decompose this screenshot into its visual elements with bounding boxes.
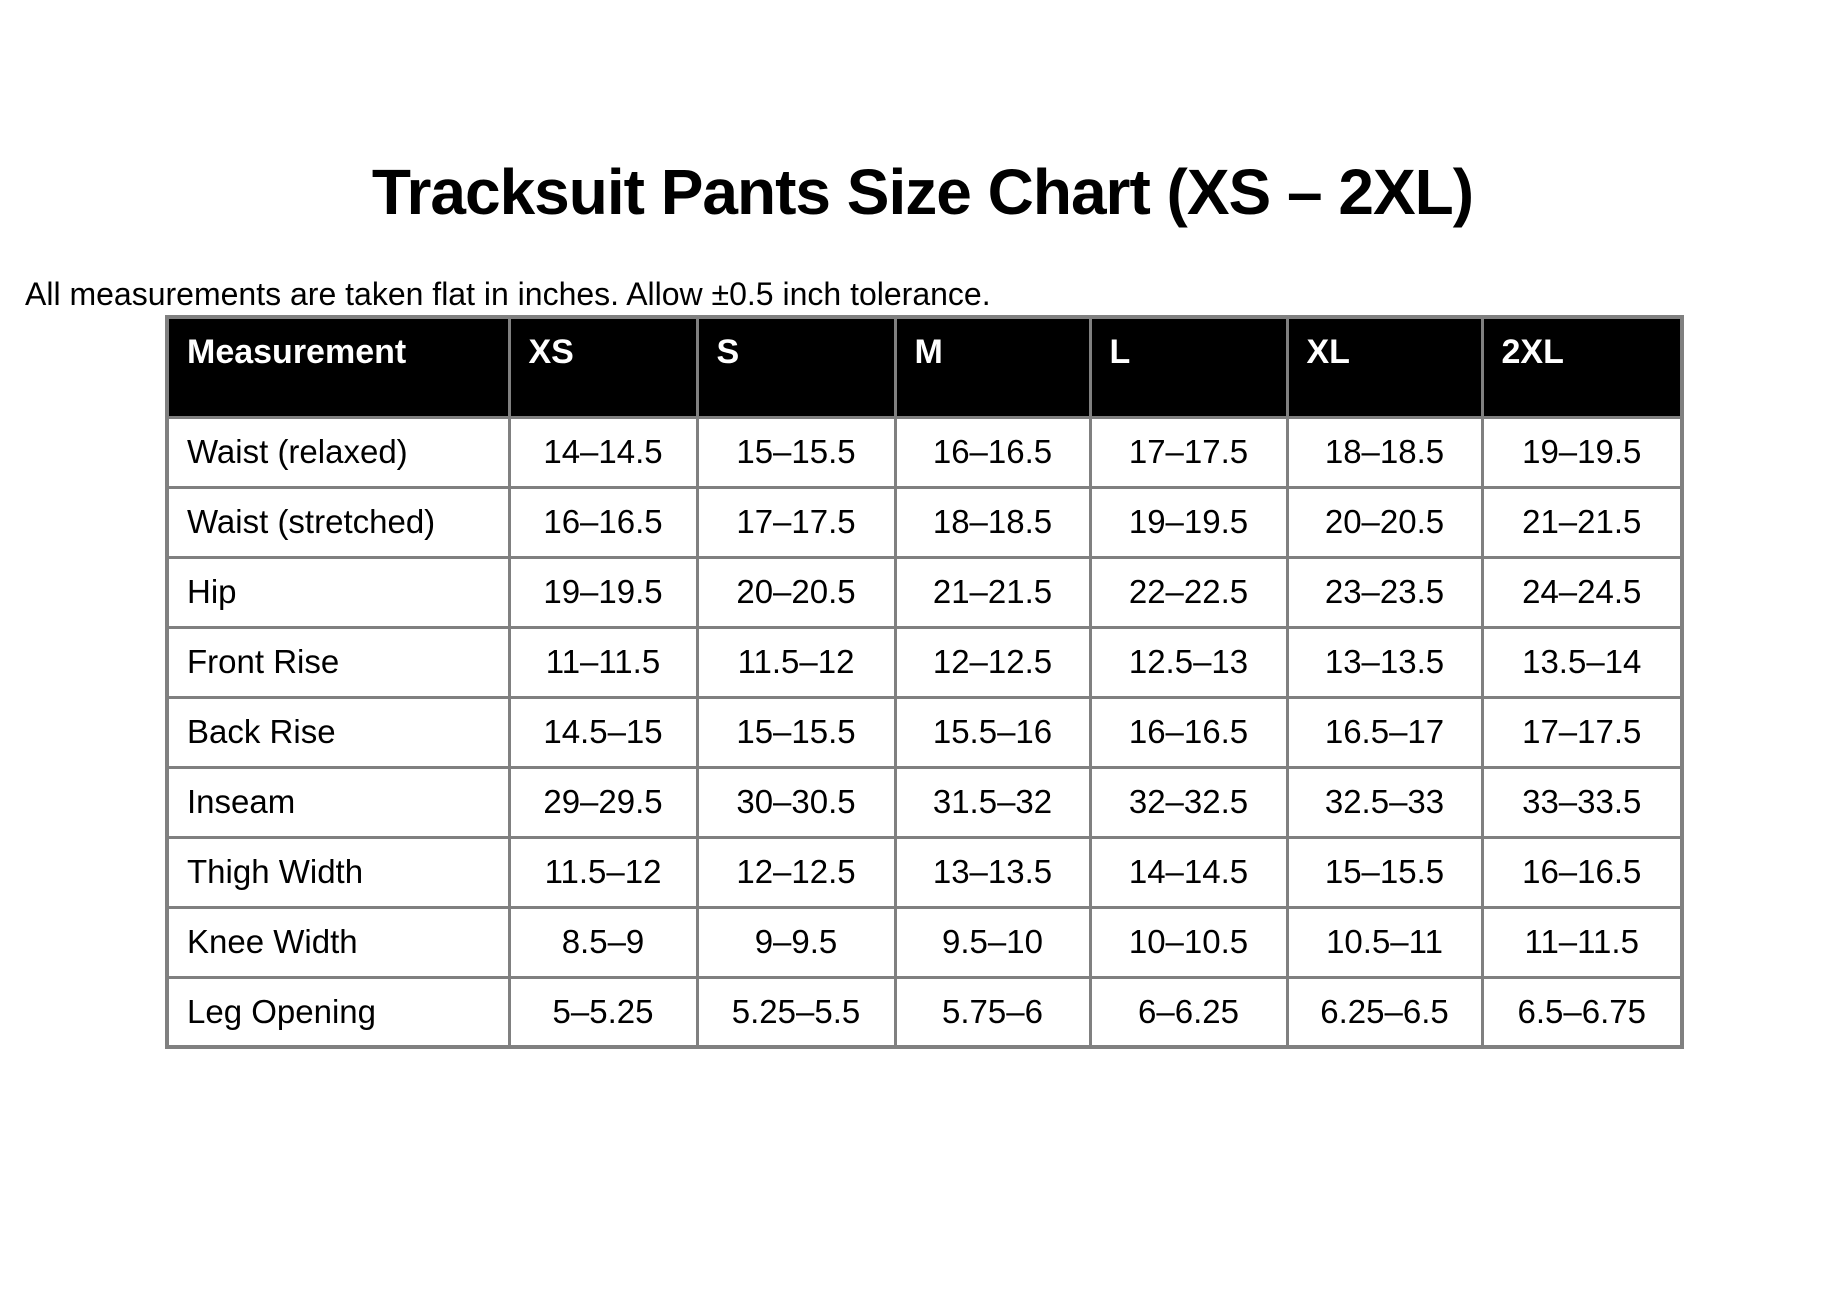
measurement-cell: 5.75–6: [893, 975, 1092, 1049]
measurement-cell: 14–14.5: [1088, 835, 1289, 909]
measurement-cell: 16–16.5: [507, 485, 699, 559]
measurement-cell: 30–30.5: [695, 765, 897, 839]
row-label: Front Rise: [165, 625, 511, 699]
row-label: Leg Opening: [165, 975, 511, 1049]
measurement-cell: 18–18.5: [893, 485, 1092, 559]
table-row: Inseam 29–29.5 30–30.5 31.5–32 32–32.5 32.5–3…: [165, 765, 1684, 839]
measurement-cell: 15.5–16: [893, 695, 1092, 769]
row-label: Inseam: [165, 765, 511, 839]
table-header: Measurement XS S M L XL 2XL: [165, 315, 1684, 419]
row-label: Hip: [165, 555, 511, 629]
measurement-cell: 10–10.5: [1088, 905, 1289, 979]
measurement-cell: 16–16.5: [893, 415, 1092, 489]
measurement-cell: 18–18.5: [1285, 415, 1484, 489]
measurement-cell: 10.5–11: [1285, 905, 1484, 979]
row-label: Thigh Width: [165, 835, 511, 909]
measurement-cell: 9.5–10: [893, 905, 1092, 979]
measurement-cell: 21–21.5: [1480, 485, 1684, 559]
table-row: Thigh Width 11.5–12 12–12.5 13–13.5 14–14.5 1…: [165, 835, 1684, 909]
measurement-cell: 15–15.5: [695, 415, 897, 489]
table-row: Hip 19–19.5 20–20.5 21–21.5 22–22.5 23–23.5 24…: [165, 555, 1684, 629]
table-row: Front Rise 11–11.5 11.5–12 12–12.5 12.5–13 13…: [165, 625, 1684, 699]
measurement-cell: 23–23.5: [1285, 555, 1484, 629]
column-header-size-xs: XS: [507, 315, 699, 419]
measurement-cell: 12–12.5: [893, 625, 1092, 699]
measurement-cell: 19–19.5: [1480, 415, 1684, 489]
row-label: Waist (stretched): [165, 485, 511, 559]
column-header-size-xl: XL: [1285, 315, 1484, 419]
measurement-cell: 14.5–15: [507, 695, 699, 769]
measurement-cell: 33–33.5: [1480, 765, 1684, 839]
table-row: Waist (stretched) 16–16.5 17–17.5 18–18.5 19…: [165, 485, 1684, 559]
measurement-cell: 14–14.5: [507, 415, 699, 489]
measurement-cell: 24–24.5: [1480, 555, 1684, 629]
measurement-cell: 31.5–32: [893, 765, 1092, 839]
measurement-cell: 11.5–12: [507, 835, 699, 909]
row-label: Back Rise: [165, 695, 511, 769]
measurement-cell: 19–19.5: [507, 555, 699, 629]
table-row: Knee Width 8.5–9 9–9.5 9.5–10 10–10.5 10.5–11…: [165, 905, 1684, 979]
column-header-size-s: S: [695, 315, 897, 419]
measurement-cell: 11–11.5: [1480, 905, 1684, 979]
measurement-cell: 21–21.5: [893, 555, 1092, 629]
table-row: Waist (relaxed) 14–14.5 15–15.5 16–16.5 17–1…: [165, 415, 1684, 489]
measurement-cell: 11.5–12: [695, 625, 897, 699]
row-label: Waist (relaxed): [165, 415, 511, 489]
measurement-cell: 15–15.5: [1285, 835, 1484, 909]
measurement-cell: 16–16.5: [1480, 835, 1684, 909]
measurement-cell: 19–19.5: [1088, 485, 1289, 559]
measurement-cell: 17–17.5: [1480, 695, 1684, 769]
measurement-cell: 32–32.5: [1088, 765, 1289, 839]
measurement-cell: 13.5–14: [1480, 625, 1684, 699]
size-chart-table: Measurement XS S M L XL 2XL Waist (relaxed) 14–…: [165, 315, 1684, 1049]
measurement-cell: 5.25–5.5: [695, 975, 897, 1049]
tolerance-note: All measurements are taken flat in inche…: [25, 276, 991, 312]
table-row: Back Rise 14.5–15 15–15.5 15.5–16 16–16.5 16.…: [165, 695, 1684, 769]
measurement-cell: 17–17.5: [1088, 415, 1289, 489]
column-header-size-m: M: [893, 315, 1092, 419]
table-body: Waist (relaxed) 14–14.5 15–15.5 16–16.5 17–1…: [165, 415, 1684, 1049]
measurement-cell: 17–17.5: [695, 485, 897, 559]
measurement-cell: 20–20.5: [1285, 485, 1484, 559]
measurement-cell: 6.25–6.5: [1285, 975, 1484, 1049]
measurement-cell: 20–20.5: [695, 555, 897, 629]
measurement-cell: 13–13.5: [1285, 625, 1484, 699]
measurement-cell: 32.5–33: [1285, 765, 1484, 839]
header-row: Measurement XS S M L XL 2XL: [165, 315, 1684, 419]
measurement-cell: 9–9.5: [695, 905, 897, 979]
measurement-cell: 12–12.5: [695, 835, 897, 909]
measurement-cell: 15–15.5: [695, 695, 897, 769]
column-header-size-l: L: [1088, 315, 1289, 419]
page-title: Tracksuit Pants Size Chart (XS – 2XL): [371, 156, 1474, 228]
measurement-cell: 6–6.25: [1088, 975, 1289, 1049]
measurement-cell: 29–29.5: [507, 765, 699, 839]
measurement-cell: 5–5.25: [507, 975, 699, 1049]
measurement-cell: 6.5–6.75: [1480, 975, 1684, 1049]
measurement-cell: 16–16.5: [1088, 695, 1289, 769]
measurement-cell: 16.5–17: [1285, 695, 1484, 769]
table-row: Leg Opening 5–5.25 5.25–5.5 5.75–6 6–6.25 6.2…: [165, 975, 1684, 1049]
measurement-cell: 8.5–9: [507, 905, 699, 979]
measurement-cell: 12.5–13: [1088, 625, 1289, 699]
column-header-size-2xl: 2XL: [1480, 315, 1684, 419]
measurement-cell: 22–22.5: [1088, 555, 1289, 629]
row-label: Knee Width: [165, 905, 511, 979]
column-header-measurement: Measurement: [165, 315, 511, 419]
measurement-cell: 11–11.5: [507, 625, 699, 699]
measurement-cell: 13–13.5: [893, 835, 1092, 909]
